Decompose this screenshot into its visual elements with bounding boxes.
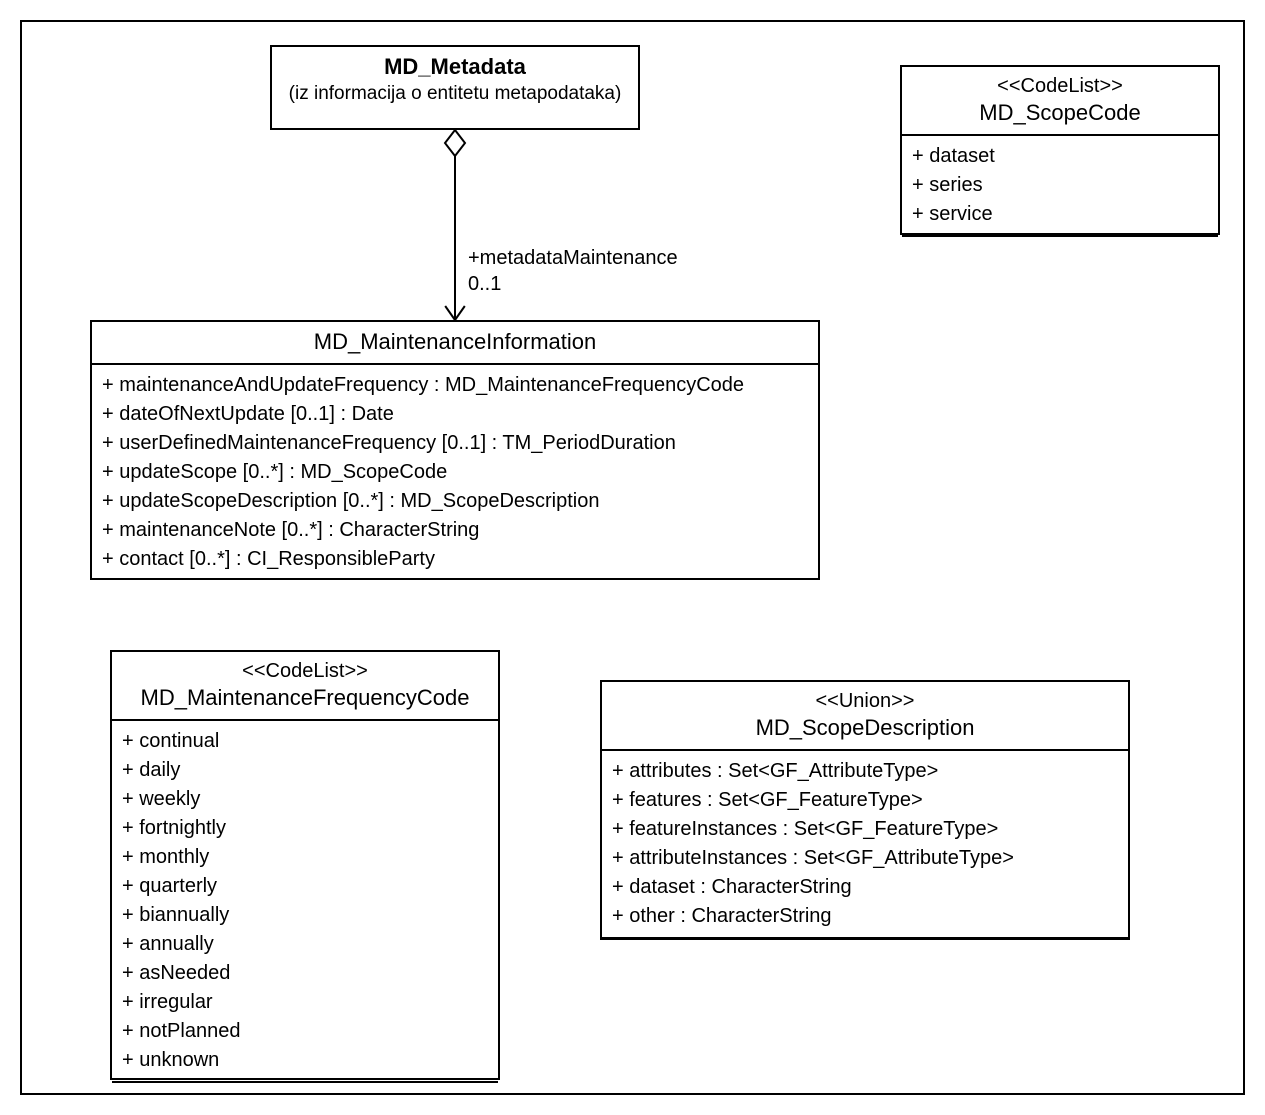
class-body: + maintenanceAndUpdateFrequency : MD_Mai… [92,365,818,580]
association-label: +metadataMaintenance 0..1 [468,245,678,297]
class-title: MD_ScopeDescription [612,714,1118,743]
association-role: +metadataMaintenance [468,245,678,271]
class-attribute: + unknown [122,1046,488,1075]
class-attribute: + service [912,200,1208,229]
class-attribute: + other : CharacterString [612,902,1118,931]
class-title: MD_ScopeCode [912,99,1208,128]
class-attribute: + weekly [122,785,488,814]
class-md-scopedescription: <<Union>> MD_ScopeDescription + attribut… [600,680,1130,940]
class-attribute: + featureInstances : Set<GF_FeatureType> [612,815,1118,844]
class-footer [602,937,1128,939]
stereotype-label: <<Union>> [612,688,1118,714]
class-attribute: + dataset [912,142,1208,171]
class-body: + dataset+ series+ service [902,136,1218,235]
class-md-maintenancefrequencycode: <<CodeList>> MD_MaintenanceFrequencyCode… [110,650,500,1080]
class-attribute: + biannually [122,901,488,930]
class-attribute: + continual [122,727,488,756]
class-attribute: + irregular [122,988,488,1017]
class-attribute: + updateScope [0..*] : MD_ScopeCode [102,458,808,487]
class-body: + continual+ daily+ weekly+ fortnightly+… [112,721,498,1081]
class-attribute: + daily [122,756,488,785]
class-attribute: + quarterly [122,872,488,901]
stereotype-label: <<CodeList>> [122,658,488,684]
class-attribute: + notPlanned [122,1017,488,1046]
class-attribute: + series [912,171,1208,200]
class-attribute: + userDefinedMaintenanceFrequency [0..1]… [102,429,808,458]
class-attribute: + dateOfNextUpdate [0..1] : Date [102,400,808,429]
class-attribute: + attributes : Set<GF_AttributeType> [612,757,1118,786]
stereotype-label: <<CodeList>> [912,73,1208,99]
class-attribute: + maintenanceAndUpdateFrequency : MD_Mai… [102,371,808,400]
class-title: MD_MaintenanceFrequencyCode [122,684,488,713]
class-attribute: + features : Set<GF_FeatureType> [612,786,1118,815]
class-attribute: + asNeeded [122,959,488,988]
class-attribute: + updateScopeDescription [0..*] : MD_Sco… [102,487,808,516]
class-attribute: + contact [0..*] : CI_ResponsibleParty [102,545,808,574]
class-md-metadata: MD_Metadata (iz informacija o entitetu m… [270,45,640,130]
class-attribute: + dataset : CharacterString [612,873,1118,902]
class-body: + attributes : Set<GF_AttributeType>+ fe… [602,751,1128,937]
association-multiplicity: 0..1 [468,271,678,297]
class-attribute: + monthly [122,843,488,872]
class-attribute: + attributeInstances : Set<GF_AttributeT… [612,844,1118,873]
class-attribute: + annually [122,930,488,959]
class-footer [902,235,1218,237]
class-subtitle: (iz informacija o entitetu metapodataka) [282,82,628,107]
class-title: MD_Metadata [282,53,628,82]
class-title: MD_MaintenanceInformation [102,328,808,357]
class-footer [112,1081,498,1083]
class-attribute: + fortnightly [122,814,488,843]
class-attribute: + maintenanceNote [0..*] : CharacterStri… [102,516,808,545]
diagram-canvas: MD_Metadata (iz informacija o entitetu m… [0,0,1265,1115]
class-md-scopecode: <<CodeList>> MD_ScopeCode + dataset+ ser… [900,65,1220,235]
class-md-maintenanceinformation: MD_MaintenanceInformation + maintenanceA… [90,320,820,580]
